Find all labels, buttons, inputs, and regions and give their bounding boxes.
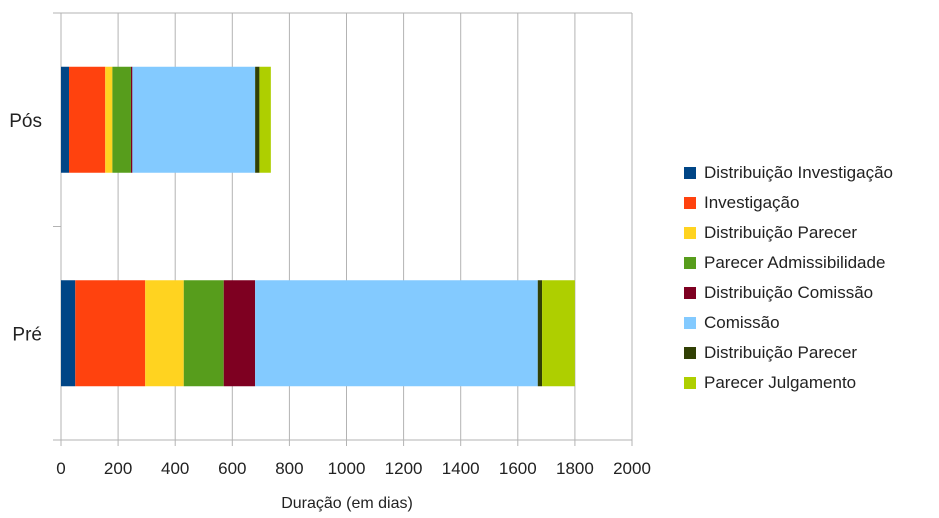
legend-swatch bbox=[684, 257, 696, 269]
y-category-label: Pré bbox=[12, 324, 42, 345]
axes bbox=[53, 12, 632, 441]
legend-swatch bbox=[684, 287, 696, 299]
x-tick-label: 1000 bbox=[328, 459, 366, 478]
x-tick-label: 1600 bbox=[499, 459, 537, 478]
x-tick-label: 1200 bbox=[385, 459, 423, 478]
legend-label: Distribuição Parecer bbox=[704, 223, 858, 242]
x-tick-label: 600 bbox=[218, 459, 246, 478]
legend-swatch bbox=[684, 317, 696, 329]
bar-segment bbox=[61, 280, 76, 387]
bar-segment bbox=[183, 280, 224, 387]
bar-segment bbox=[105, 66, 113, 173]
x-tick-labels: 0 200 400 600 800 1000 1200 1400 1600 1800 2000 bbox=[56, 459, 651, 478]
legend-swatch bbox=[684, 167, 696, 179]
bars bbox=[61, 66, 575, 387]
x-tick-label: 800 bbox=[275, 459, 303, 478]
legend-label: Investigação bbox=[704, 193, 800, 212]
x-tick-label: 1800 bbox=[556, 459, 594, 478]
bar-segment bbox=[145, 280, 184, 387]
bar-segment bbox=[255, 66, 260, 173]
legend-item: Comissão bbox=[684, 308, 893, 338]
legend-item: Parecer Admissibilidade bbox=[684, 248, 893, 278]
bar-segment bbox=[542, 280, 575, 387]
legend-item: Investigação bbox=[684, 188, 893, 218]
bar-segment bbox=[259, 66, 271, 173]
legend-item: Parecer Julgamento bbox=[684, 368, 893, 398]
legend-swatch bbox=[684, 197, 696, 209]
legend-item: Distribuição Comissão bbox=[684, 278, 893, 308]
bar-segment bbox=[132, 66, 256, 173]
y-category-label: Pós bbox=[9, 111, 42, 132]
legend-label: Distribuição Investigação bbox=[704, 163, 893, 182]
legend-label: Parecer Admissibilidade bbox=[704, 253, 886, 272]
bar-segment bbox=[537, 280, 543, 387]
legend-swatch bbox=[684, 377, 696, 389]
bar-segment bbox=[61, 66, 69, 173]
legend-item: Distribuição Parecer bbox=[684, 218, 893, 248]
bar-segment bbox=[68, 66, 106, 173]
legend-item: Distribuição Investigação bbox=[684, 158, 893, 188]
x-tick-label: 200 bbox=[104, 459, 132, 478]
bar-segment bbox=[223, 280, 256, 387]
legend-label: Distribuição Parecer bbox=[704, 343, 858, 362]
y-category-labels: Pós Pré bbox=[9, 111, 42, 346]
legend-swatch bbox=[684, 347, 696, 359]
legend: Distribuição Investigação Investigação Dis… bbox=[684, 158, 893, 398]
x-tick-label: 400 bbox=[161, 459, 189, 478]
x-tick-label: 0 bbox=[56, 459, 65, 478]
legend-label: Comissão bbox=[704, 313, 780, 332]
legend-label: Distribuição Comissão bbox=[704, 283, 874, 302]
x-axis-title: Duração (em dias) bbox=[281, 495, 413, 512]
legend-item: Distribuição Parecer bbox=[684, 338, 893, 368]
bar-segment bbox=[75, 280, 146, 387]
bar-segment bbox=[255, 280, 538, 387]
legend-swatch bbox=[684, 227, 696, 239]
x-tick-label: 1400 bbox=[442, 459, 480, 478]
bar-segment bbox=[112, 66, 131, 173]
legend-label: Parecer Julgamento bbox=[704, 373, 857, 392]
x-tick-label: 2000 bbox=[613, 459, 651, 478]
bar-segment bbox=[130, 66, 133, 173]
